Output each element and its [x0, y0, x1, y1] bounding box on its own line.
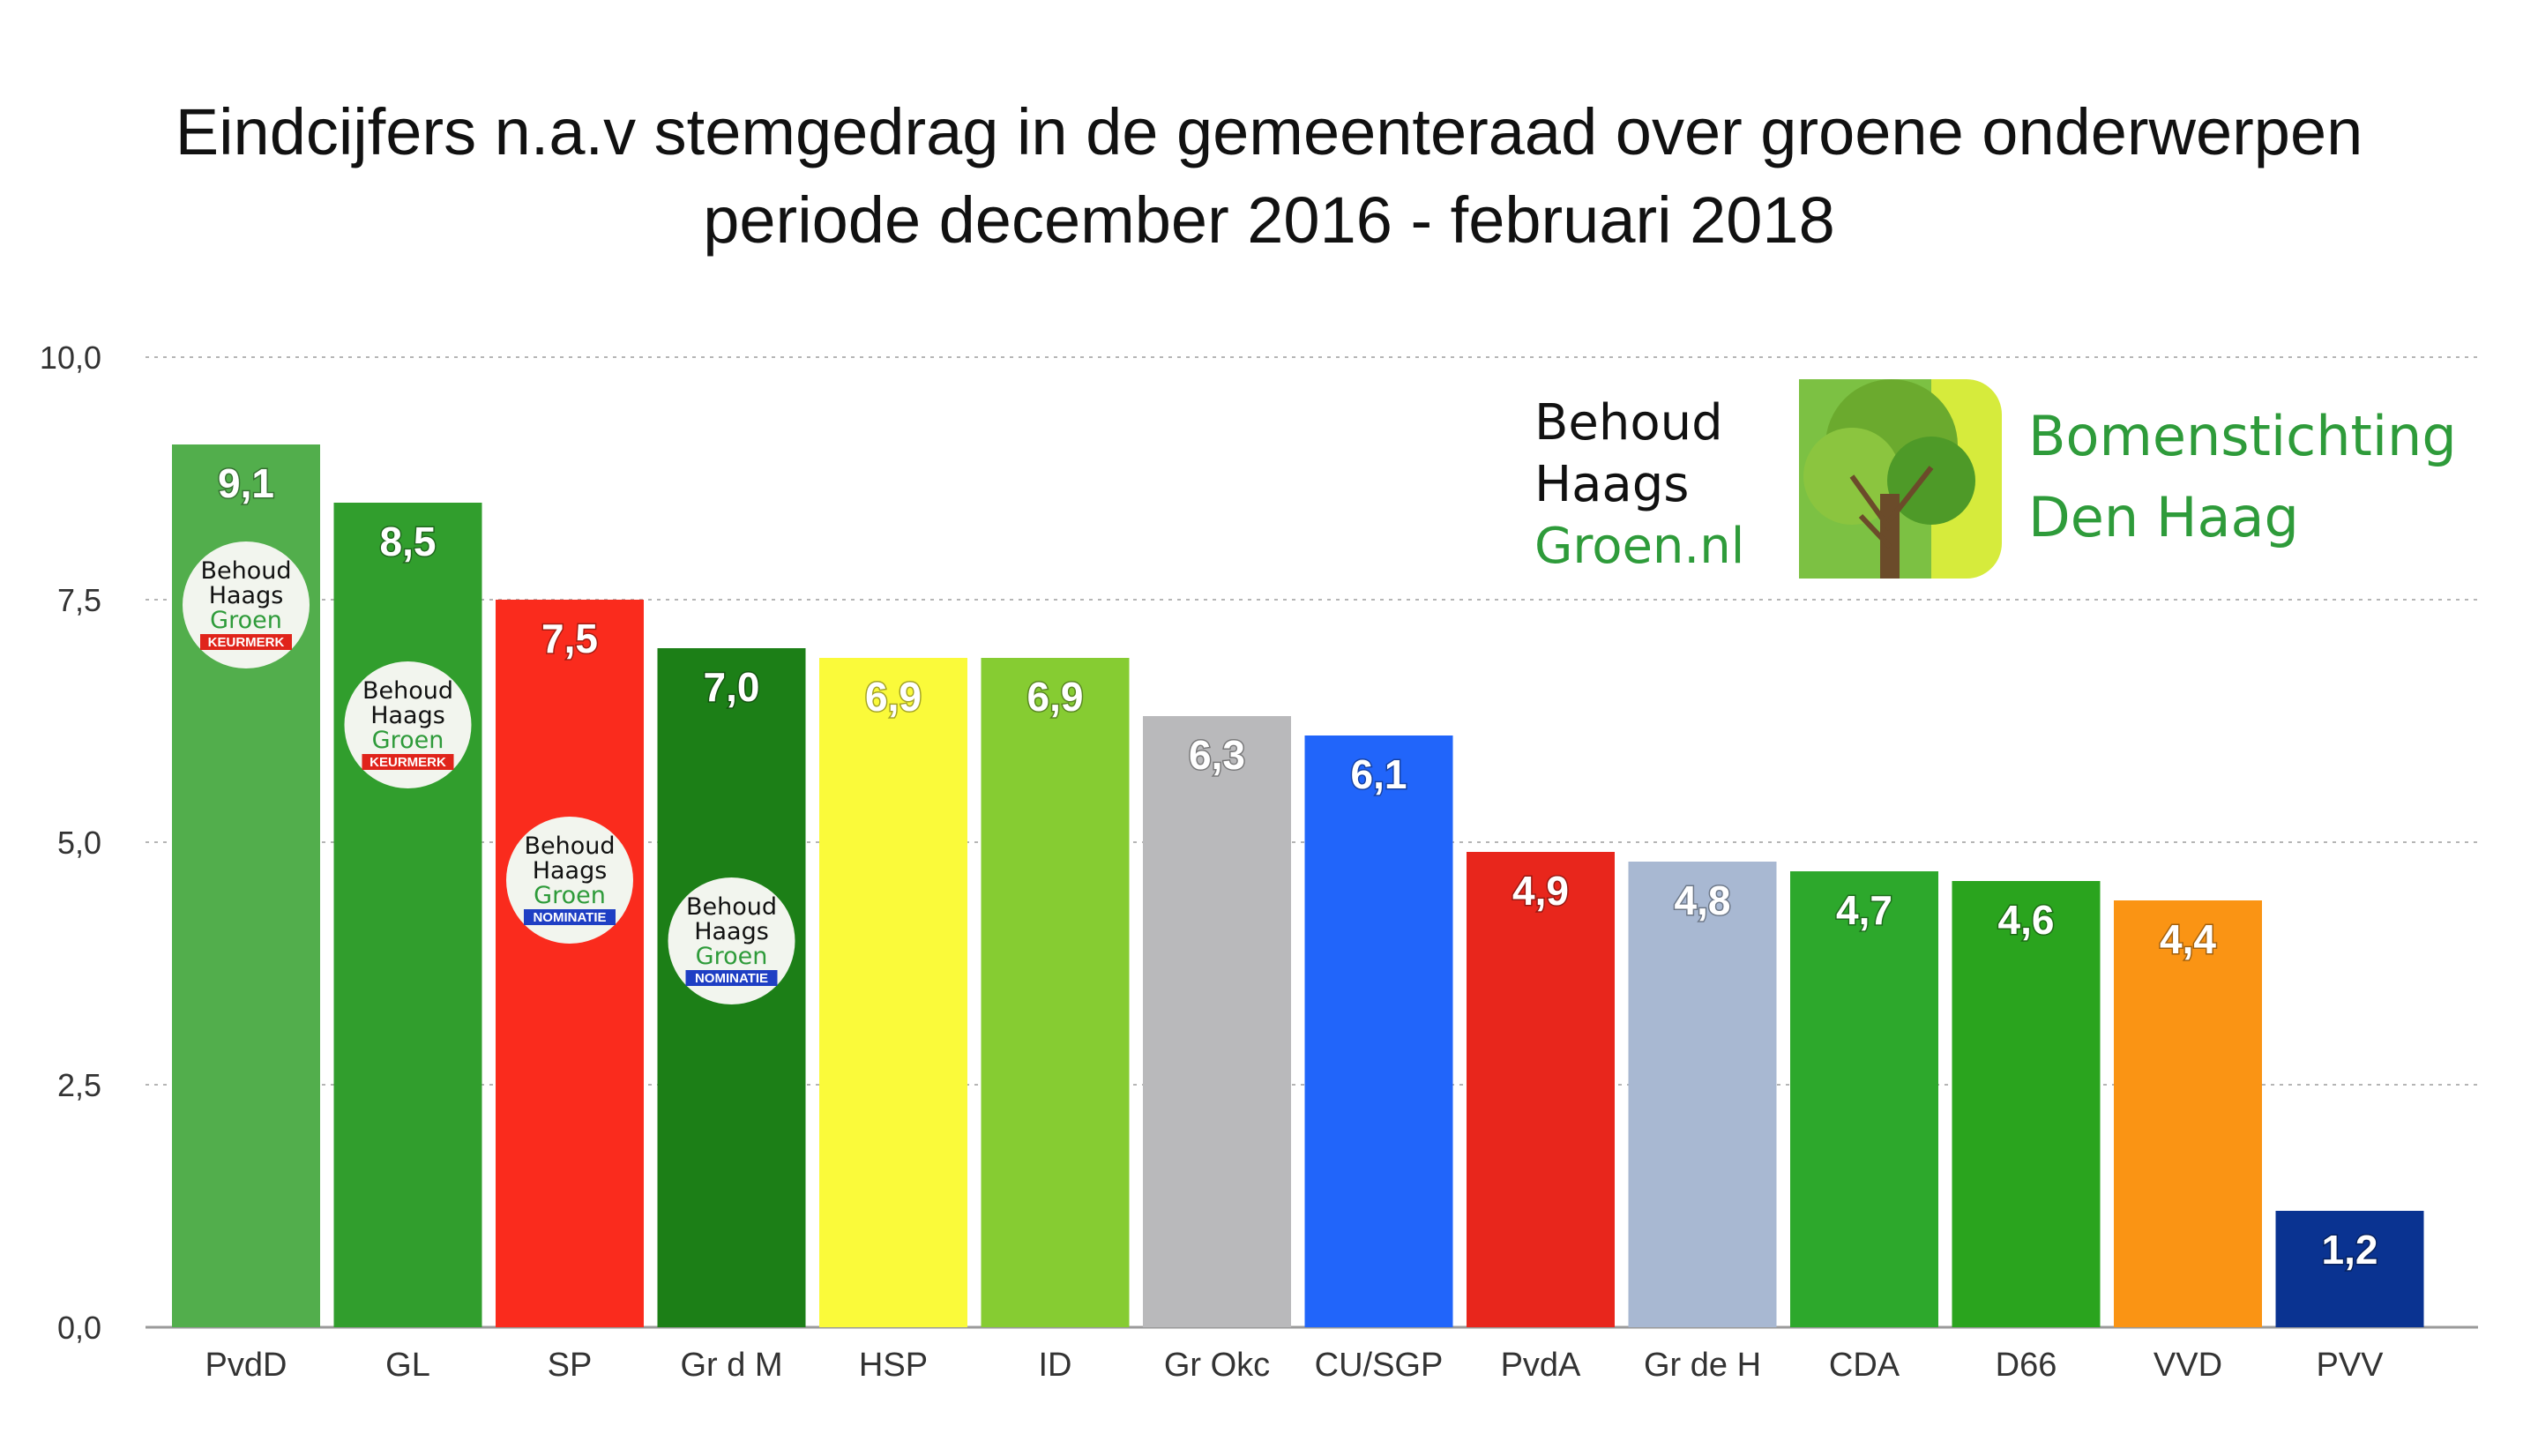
badge-text: Haags [370, 702, 445, 729]
x-axis-ticks: PvdD GL SP Gr d M HSP ID Gr Okc CU/SGP PvdA Gr de… [205, 1347, 2385, 1384]
chart-title-line: Eindcijfers n.a.v stemgedrag in de gemee… [175, 95, 2363, 168]
bar [1790, 871, 1938, 1327]
x-tick-label: SP [548, 1347, 593, 1384]
badge-tag [685, 970, 778, 986]
bar-value-label: 7,5 [541, 616, 598, 661]
bar-value-label: 9,1 [218, 460, 274, 506]
bar-value-label: 6,3 [1189, 732, 1245, 778]
bar [1467, 852, 1615, 1327]
y-tick-label: 10,0 [40, 340, 101, 376]
badge-text: Groen [210, 607, 282, 634]
logo-behoud-line: Behoud [1534, 394, 1723, 452]
x-tick-label: ID [1039, 1347, 1072, 1384]
x-tick-label: Gr de H [1644, 1347, 1761, 1384]
bar-value-label: 4,7 [1836, 887, 1892, 933]
bar [981, 658, 1130, 1327]
y-tick-label: 7,5 [57, 582, 101, 618]
y-tick-label: 5,0 [57, 825, 101, 861]
badge-text: Haags [694, 918, 769, 945]
bar-value-label: 4,8 [1675, 877, 1731, 923]
bar [333, 503, 482, 1327]
x-tick-label: GL [385, 1347, 430, 1384]
x-tick-label: CU/SGP [1315, 1347, 1444, 1384]
bar-value-label: 7,0 [704, 664, 760, 710]
x-tick-label: Gr Okc [1164, 1347, 1270, 1384]
behoud-haags-groen-logo: Behoud Haags Groen.nl [1499, 369, 1744, 589]
chart-title: Eindcijfers n.a.v stemgedrag in de gemee… [0, 88, 2538, 265]
tree-icon [1799, 379, 2002, 579]
badge-tag-text: KEURMERK [208, 635, 285, 650]
badge-tag-text: NOMINATIE [695, 971, 768, 986]
badge-text: Behoud [200, 557, 291, 585]
bar [496, 600, 644, 1327]
x-tick-label: HSP [859, 1347, 928, 1384]
bar-value-label: 4,9 [1512, 868, 1569, 914]
bar-value-label: 1,2 [2322, 1227, 2378, 1273]
bar-value-label: 6,1 [1351, 751, 1407, 797]
bar [1628, 862, 1777, 1327]
x-tick-label: CDA [1829, 1347, 1900, 1384]
y-tick-label: 0,0 [57, 1310, 101, 1346]
x-tick-label: Gr d M [680, 1347, 782, 1384]
badge-text: Groen [534, 882, 606, 909]
bar-value-label: 4,4 [2160, 916, 2216, 962]
logo-bomenstichting-line: Bomenstichting [2028, 404, 2457, 468]
badge-text: Behoud [362, 677, 453, 705]
bar [2275, 1211, 2424, 1327]
x-tick-label: PvdD [205, 1347, 287, 1384]
x-tick-label: PVV [2316, 1347, 2384, 1384]
badge-text: Haags [533, 857, 608, 885]
badge-tag [362, 754, 454, 770]
badge-text: Behoud [686, 893, 777, 921]
bar-value-label: 4,6 [1998, 897, 2055, 943]
bar [819, 658, 967, 1327]
chart-subtitle-line: periode december 2016 - februari 2018 [703, 183, 1835, 257]
logo-bomenstichting-line: Den Haag [2028, 485, 2299, 549]
bar-value-label: 6,9 [865, 674, 922, 720]
y-tick-label: 2,5 [57, 1067, 101, 1103]
bar [1952, 881, 2101, 1327]
badge-tag [524, 909, 616, 925]
bar [2114, 900, 2262, 1327]
badges: BehoudHaagsGroenKEURMERKBehoudHaagsGroen… [183, 541, 795, 1004]
bars: 9,1 8,5 7,5 7,0 6,9 6,9 6,3 6,1 4,9 4,8 4,7 4,6 4,4 1… [172, 444, 2424, 1327]
x-tick-label: VVD [2154, 1347, 2222, 1384]
x-tick-label: D66 [1996, 1347, 2057, 1384]
badge-tag [200, 634, 292, 650]
badge-text: Groen [696, 943, 768, 970]
badge-text: Behoud [524, 833, 615, 860]
x-tick-label: PvdA [1501, 1347, 1581, 1384]
badge-text: Haags [209, 582, 284, 609]
bomenstichting-logo: Bomenstichting Den Haag [1799, 376, 2457, 580]
bar-value-label: 8,5 [380, 519, 437, 564]
bar [1304, 735, 1453, 1327]
bar [1143, 716, 1291, 1327]
y-axis-ticks: 0,0 2,5 5,0 7,5 10,0 [40, 340, 101, 1346]
logo-behoud-line: Haags [1534, 456, 1689, 513]
badge-text: Groen [372, 727, 444, 754]
logo-behoud-line: Groen.nl [1534, 518, 1744, 575]
badge-tag-text: KEURMERK [370, 755, 446, 770]
badge-tag-text: NOMINATIE [533, 910, 606, 925]
bar-value-label: 6,9 [1027, 674, 1084, 720]
